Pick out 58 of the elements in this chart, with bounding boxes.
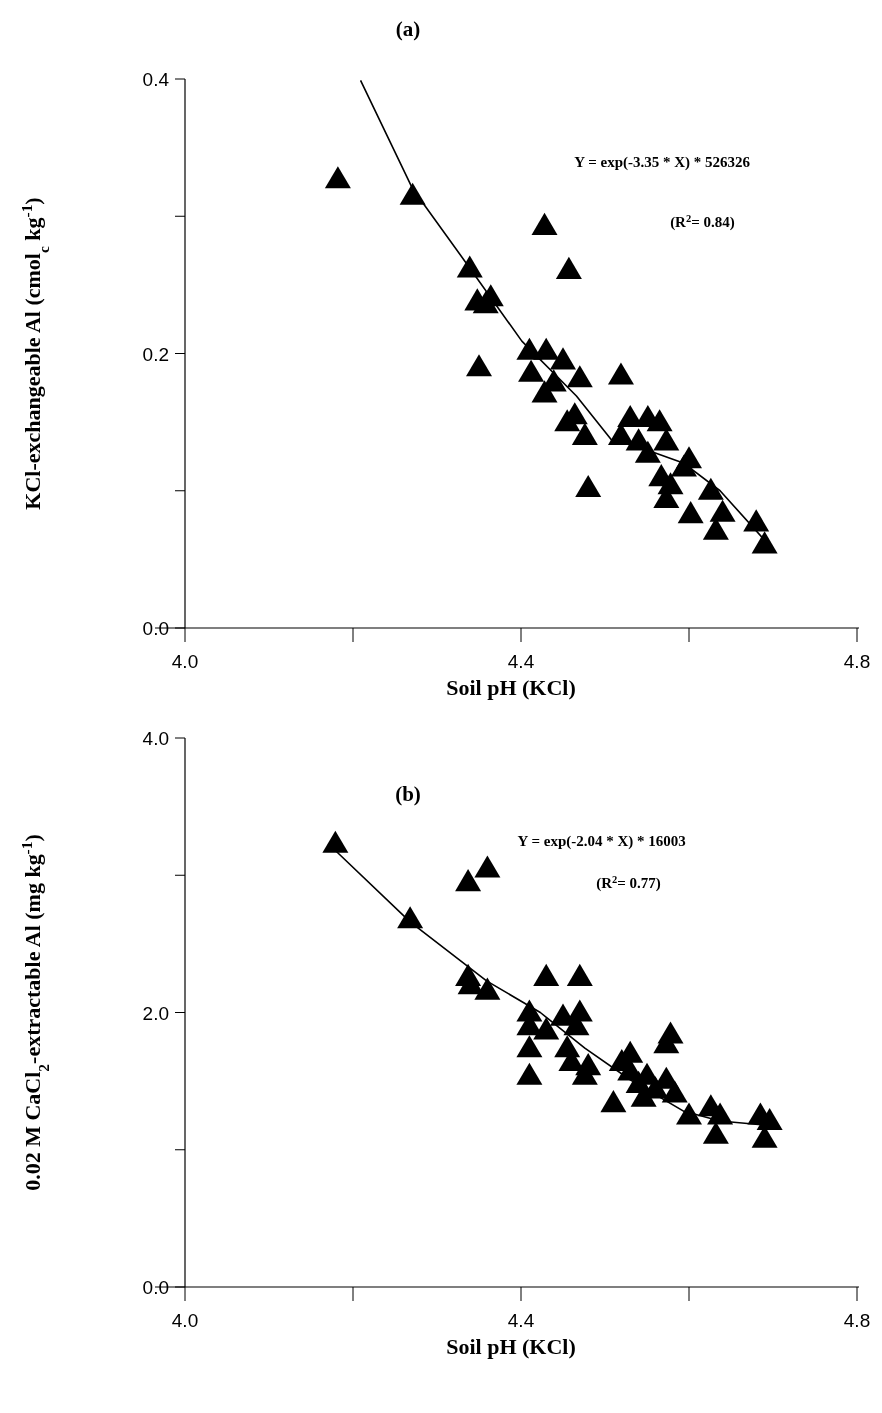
point bbox=[676, 1102, 702, 1125]
point bbox=[751, 531, 778, 554]
y-tick-label: 0.0 bbox=[142, 618, 169, 639]
point bbox=[533, 963, 560, 986]
point bbox=[555, 256, 582, 279]
point bbox=[474, 855, 501, 878]
point bbox=[600, 1090, 627, 1113]
point bbox=[554, 409, 581, 432]
point bbox=[474, 977, 501, 1000]
point bbox=[531, 212, 558, 235]
point bbox=[566, 963, 593, 986]
point bbox=[707, 1102, 734, 1125]
point bbox=[676, 446, 702, 469]
y-tick-label: 0.0 bbox=[142, 1277, 169, 1298]
x-tick-label: 4.8 bbox=[843, 1310, 871, 1331]
point bbox=[518, 359, 545, 382]
point bbox=[456, 255, 483, 278]
x-tick-label: 4.0 bbox=[171, 651, 199, 672]
point bbox=[324, 166, 351, 189]
point bbox=[566, 365, 593, 388]
x-axis-title: Soil pH (KCl) bbox=[446, 675, 576, 700]
point bbox=[607, 362, 634, 385]
point bbox=[322, 830, 349, 853]
point bbox=[646, 409, 673, 432]
point bbox=[466, 354, 492, 377]
point bbox=[743, 509, 770, 532]
point bbox=[634, 440, 661, 463]
y-tick-label: 2.0 bbox=[142, 1002, 169, 1024]
point bbox=[516, 1062, 543, 1085]
annotation: (R$^{2}$= 0.77) bbox=[596, 873, 661, 892]
point bbox=[575, 475, 602, 498]
annotation: (R$^{2}$= 0.84) bbox=[670, 212, 735, 231]
annotation: Y = exp(-3.35 * X) * 526326 bbox=[574, 154, 751, 171]
point bbox=[756, 1107, 783, 1131]
point bbox=[657, 1021, 684, 1044]
point bbox=[709, 499, 736, 522]
text: (b) bbox=[395, 782, 421, 806]
x-axis-title: Soil pH (KCl) bbox=[446, 1334, 576, 1359]
x-tick-label: 4.4 bbox=[507, 1310, 535, 1331]
x-tick-label: 4.8 bbox=[843, 651, 871, 672]
y-tick-label: 0.2 bbox=[142, 343, 169, 365]
y-tick-label: 4.0 bbox=[142, 728, 169, 749]
point bbox=[533, 337, 560, 360]
point bbox=[571, 422, 598, 445]
annotation: Y = exp(-2.04 * X) * 16003 bbox=[517, 833, 686, 850]
chart-title: (a) bbox=[395, 17, 421, 41]
point bbox=[533, 1017, 560, 1040]
point bbox=[516, 1035, 543, 1058]
x-tick-label: 4.4 bbox=[507, 651, 535, 672]
point bbox=[455, 869, 482, 892]
x-tick-label: 4.0 bbox=[171, 1310, 199, 1331]
point bbox=[653, 428, 680, 451]
point bbox=[677, 501, 704, 524]
point bbox=[661, 1080, 688, 1103]
y-tick-label: 0.4 bbox=[142, 69, 170, 90]
point bbox=[697, 477, 724, 500]
point bbox=[399, 182, 426, 205]
point bbox=[550, 347, 576, 370]
